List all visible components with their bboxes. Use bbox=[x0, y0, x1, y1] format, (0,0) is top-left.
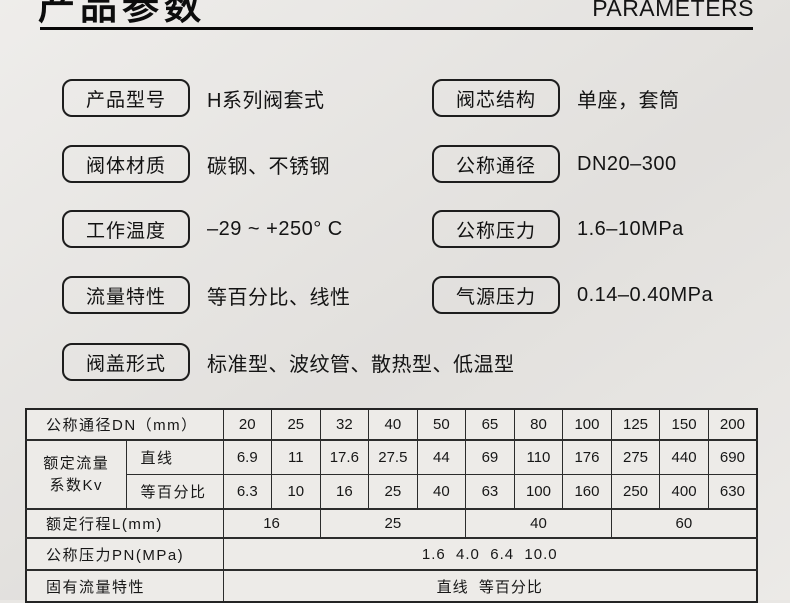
spec-value-product-model: H系列阀套式 bbox=[207, 89, 325, 112]
table-cell-inherent-flow-values: 直线 等百分比 bbox=[222, 569, 758, 603]
table-cell: 11 bbox=[271, 439, 321, 475]
spec-value-air-supply-pressure: 0.14–0.40MPa bbox=[577, 283, 714, 306]
table-cell: 50 bbox=[416, 408, 467, 441]
table-cell: 40 bbox=[416, 474, 467, 510]
spec-label-air-supply-pressure: 气源压力 bbox=[432, 276, 560, 314]
table-cell: 60 bbox=[610, 508, 758, 539]
table-cell: 200 bbox=[707, 408, 758, 441]
table-row-kv-linear: 额定流量 系数Kv 直线 6.9 11 17.6 27.5 44 69 110 … bbox=[25, 439, 758, 510]
table-cell: 10 bbox=[271, 474, 321, 510]
spec-row-body-material: 阀体材质 碳钢、不锈钢 bbox=[62, 145, 330, 183]
spec-label-nominal-diameter: 公称通径 bbox=[432, 145, 560, 183]
table-label-equal-percentage: 等百分比 bbox=[125, 474, 224, 510]
table-cell: 25 bbox=[368, 474, 418, 510]
table-cell-pn-values: 1.6 4.0 6.4 10.0 bbox=[222, 537, 758, 571]
spec-label-flow-characteristic: 流量特性 bbox=[62, 276, 190, 314]
spec-row-nominal-diameter: 公称通径 DN20–300 bbox=[432, 145, 677, 183]
table-cell: 16 bbox=[319, 474, 370, 510]
spec-value-body-material: 碳钢、不锈钢 bbox=[207, 155, 330, 178]
spec-value-working-temperature: –29 ~ +250° C bbox=[207, 217, 343, 240]
table-row-inherent-flow-characteristic: 固有流量特性 直线 等百分比 bbox=[25, 569, 758, 603]
table-label-dn: 公称通径DN（mm） bbox=[25, 408, 224, 441]
table-cell: 20 bbox=[222, 408, 273, 441]
spec-row-product-model: 产品型号 H系列阀套式 bbox=[62, 79, 324, 117]
spec-value-nominal-diameter: DN20–300 bbox=[577, 152, 677, 175]
table-cell: 100 bbox=[562, 408, 612, 441]
page-title-chinese: 产品参数 bbox=[38, 0, 206, 27]
title-divider-rule bbox=[40, 27, 753, 30]
spec-label-bonnet-type: 阀盖形式 bbox=[62, 343, 190, 381]
spec-row-flow-characteristic: 流量特性 等百分比、线性 bbox=[62, 276, 351, 314]
table-cell: 27.5 bbox=[368, 439, 418, 475]
table-cell: 44 bbox=[416, 439, 467, 475]
spec-row-nominal-pressure: 公称压力 1.6–10MPa bbox=[432, 210, 684, 248]
table-cell: 100 bbox=[513, 474, 564, 510]
table-cell: 400 bbox=[659, 474, 709, 510]
table-cell: 630 bbox=[707, 474, 758, 510]
table-cell: 40 bbox=[368, 408, 418, 441]
table-cell: 16 bbox=[222, 508, 321, 539]
table-cell: 440 bbox=[659, 439, 709, 475]
kv-label-line2: 系数Kv bbox=[49, 476, 103, 494]
table-cell: 25 bbox=[319, 508, 467, 539]
table-cell: 110 bbox=[513, 439, 564, 475]
spec-row-bonnet-type: 阀盖形式 标准型、波纹管、散热型、低温型 bbox=[62, 343, 515, 381]
table-cell: 125 bbox=[610, 408, 661, 441]
spec-row-air-supply-pressure: 气源压力 0.14–0.40MPa bbox=[432, 276, 713, 314]
parameters-table: 公称通径DN（mm） 20 25 32 40 50 65 80 100 125 … bbox=[25, 408, 758, 603]
spec-value-bonnet-type: 标准型、波纹管、散热型、低温型 bbox=[207, 353, 515, 376]
table-label-inherent-flow: 固有流量特性 bbox=[25, 569, 224, 603]
table-row-nominal-pressure-pn: 公称压力PN(MPa) 1.6 4.0 6.4 10.0 bbox=[25, 537, 758, 571]
table-cell: 80 bbox=[513, 408, 564, 441]
table-cell: 65 bbox=[465, 408, 515, 441]
table-row-kv-equal-percentage: 等百分比 6.3 10 16 25 40 63 100 160 250 400 … bbox=[26, 474, 758, 510]
spec-label-nominal-pressure: 公称压力 bbox=[432, 210, 560, 248]
table-cell: 32 bbox=[319, 408, 370, 441]
table-label-nominal-pressure-pn: 公称压力PN(MPa) bbox=[25, 537, 224, 571]
table-cell: 160 bbox=[562, 474, 612, 510]
table-cell: 25 bbox=[271, 408, 321, 441]
table-cell: 6.3 bbox=[222, 474, 273, 510]
table-cell: 40 bbox=[465, 508, 612, 539]
table-label-kv-group: 额定流量 系数Kv bbox=[25, 439, 127, 510]
table-cell: 6.9 bbox=[222, 439, 273, 475]
kv-label-line1: 额定流量 bbox=[43, 454, 110, 472]
table-cell: 250 bbox=[610, 474, 661, 510]
table-row-rated-travel: 额定行程L(mm) 16 25 40 60 bbox=[25, 508, 758, 539]
spec-row-trim-structure: 阀芯结构 单座，套筒 bbox=[432, 79, 680, 117]
table-cell: 150 bbox=[659, 408, 709, 441]
spec-value-flow-characteristic: 等百分比、线性 bbox=[207, 286, 351, 309]
table-cell: 176 bbox=[562, 439, 612, 475]
spec-row-working-temperature: 工作温度 –29 ~ +250° C bbox=[62, 210, 343, 248]
table-label-rated-travel: 额定行程L(mm) bbox=[25, 508, 224, 539]
spec-label-trim-structure: 阀芯结构 bbox=[432, 79, 560, 117]
table-cell: 69 bbox=[465, 439, 515, 475]
spec-value-trim-structure: 单座，套筒 bbox=[577, 89, 680, 112]
table-cell: 275 bbox=[610, 439, 661, 475]
spec-label-product-model: 产品型号 bbox=[62, 79, 190, 117]
spec-label-body-material: 阀体材质 bbox=[62, 145, 190, 183]
table-cell: 690 bbox=[707, 439, 758, 475]
table-row-dn: 公称通径DN（mm） 20 25 32 40 50 65 80 100 125 … bbox=[25, 408, 758, 441]
page-title-english: PARAMETERS bbox=[592, 0, 754, 21]
spec-value-nominal-pressure: 1.6–10MPa bbox=[577, 217, 684, 240]
spec-label-working-temperature: 工作温度 bbox=[62, 210, 190, 248]
table-cell: 63 bbox=[465, 474, 515, 510]
table-label-linear: 直线 bbox=[125, 439, 224, 475]
table-cell: 17.6 bbox=[319, 439, 370, 475]
